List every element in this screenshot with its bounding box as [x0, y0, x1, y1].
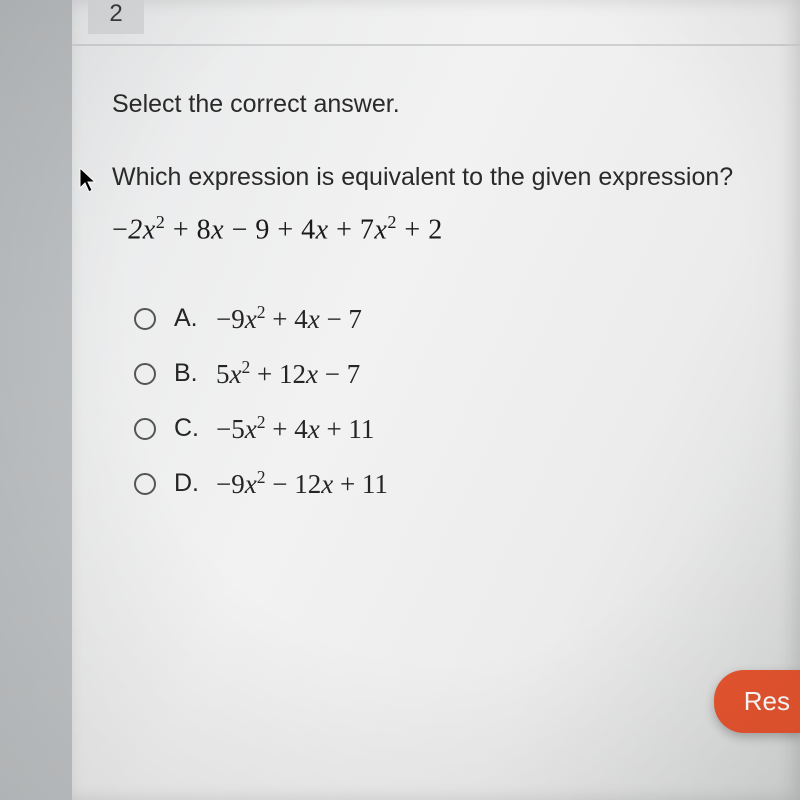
choice-c[interactable]: C. −5x2 + 4x + 11	[134, 412, 752, 445]
choice-letter: A.	[174, 304, 216, 333]
question-number: 2	[109, 0, 122, 28]
header-divider	[72, 44, 800, 46]
question-content: Select the correct answer. Which express…	[112, 90, 752, 522]
choice-letter: C.	[174, 414, 216, 443]
left-gutter	[0, 0, 72, 800]
choice-expression: 5x2 + 12x − 7	[216, 357, 360, 390]
radio-c[interactable]	[134, 418, 156, 440]
choice-letter: B.	[174, 359, 216, 388]
reset-button-label: Res	[744, 686, 790, 716]
radio-a[interactable]	[134, 308, 156, 330]
choice-expression: −9x2 + 4x − 7	[216, 302, 362, 335]
choice-expression: −5x2 + 4x + 11	[216, 412, 374, 445]
question-number-chip: 2	[88, 0, 144, 34]
given-expression: −2x2 + 8x − 9 + 4x + 7x2 + 2	[112, 212, 752, 246]
reset-button[interactable]: Res	[714, 670, 800, 733]
instruction-text: Select the correct answer.	[112, 90, 752, 119]
choice-a[interactable]: A. −9x2 + 4x − 7	[134, 302, 752, 335]
question-stem: Which expression is equivalent to the gi…	[112, 163, 752, 192]
choice-letter: D.	[174, 469, 216, 498]
radio-d[interactable]	[134, 473, 156, 495]
choice-d[interactable]: D. −9x2 − 12x + 11	[134, 467, 752, 500]
choice-expression: −9x2 − 12x + 11	[216, 467, 388, 500]
radio-b[interactable]	[134, 363, 156, 385]
answer-choices: A. −9x2 + 4x − 7 B. 5x2 + 12x − 7 C. −5x…	[134, 302, 752, 500]
choice-b[interactable]: B. 5x2 + 12x − 7	[134, 357, 752, 390]
screenshot-root: 2 Select the correct answer. Which expre…	[0, 0, 800, 800]
